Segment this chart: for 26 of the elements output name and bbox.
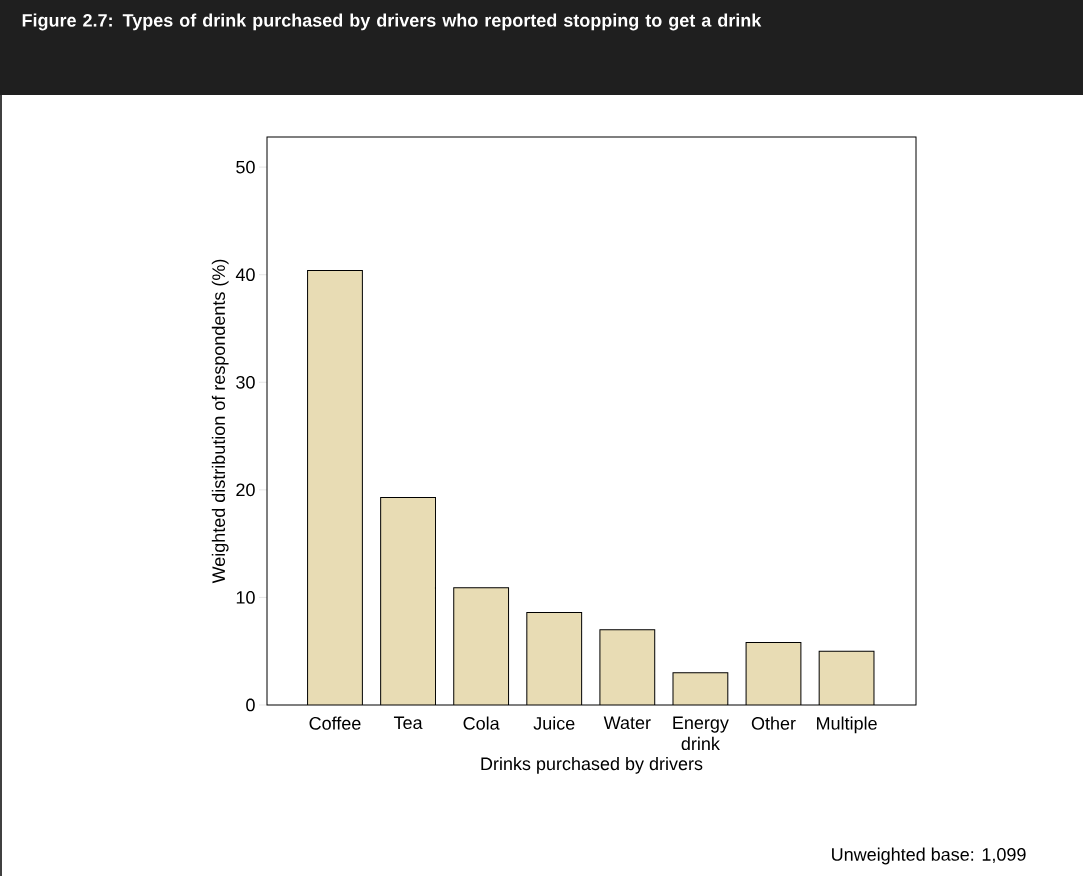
bar [746,642,801,705]
x-tick-label: Energy drink [673,716,729,751]
chart-title: Figure 2.7: Types of drink purchased by drivers who reported stopping to get a drink [22,13,762,31]
y-tick-label: 50 [236,160,255,174]
x-tick-label: Multiple [817,716,877,734]
bar [599,629,655,705]
bar [673,672,728,705]
x-tick-label: Tea [393,716,423,730]
y-tick-label: 20 [236,483,255,497]
x-tick-label: Juice [533,716,575,730]
y-tick-label: 0 [246,698,255,712]
x-tick-label: Coffee [309,716,361,730]
x-tick-label: Cola [463,716,500,730]
x-tick-label: Other [751,716,796,730]
bar [453,587,509,705]
bar [818,650,875,705]
y-tick-label: 40 [235,268,255,282]
y-tick-label: 30 [236,375,255,389]
x-tick-label: Water [603,716,651,730]
y-axis-title: Weighted distribution of respondents (%) [211,259,229,584]
bar [526,612,582,705]
bar [307,270,363,705]
x-axis-title: Drinks purchased by drivers [481,756,703,774]
y-tick-label: 10 [236,591,255,604]
bar [380,497,436,705]
text: Unweighted base: 1,099 [832,847,1026,865]
